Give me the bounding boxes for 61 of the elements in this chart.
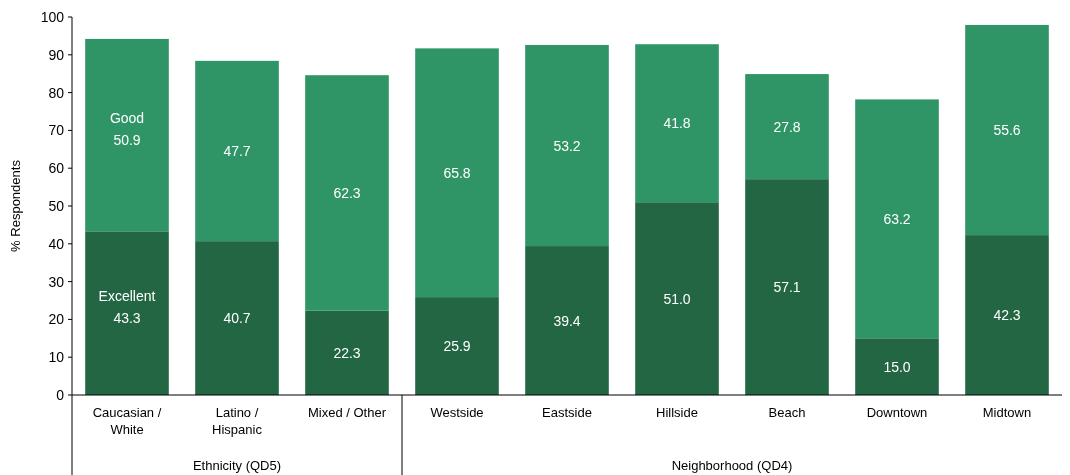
data-label: 53.2	[553, 137, 581, 154]
bar	[305, 310, 389, 395]
data-label: 62.3	[333, 184, 361, 201]
y-tick-label: 100	[40, 9, 65, 25]
data-label: 40.7	[223, 310, 251, 327]
y-tick-label: 20	[48, 311, 65, 328]
data-label: 22.3	[333, 344, 361, 361]
data-label: 27.8	[773, 118, 801, 135]
bar	[415, 297, 499, 395]
data-label: 55.6	[993, 122, 1021, 139]
bar	[745, 74, 829, 180]
bar	[965, 24, 1049, 236]
data-label: 39.4	[553, 312, 581, 329]
bar	[855, 338, 939, 395]
x-tick-label: Downtown	[866, 405, 928, 420]
data-label: 41.8	[663, 115, 691, 132]
bar	[195, 241, 279, 395]
text: Ethnicity (QD5)	[192, 458, 282, 473]
data-label: 63.2	[883, 210, 911, 227]
bar	[525, 246, 609, 395]
y-tick-label: 70	[48, 122, 65, 139]
bar	[965, 235, 1049, 395]
x-tick-label: Eastside	[542, 405, 592, 420]
bar	[415, 48, 499, 298]
bar	[305, 75, 389, 311]
bar	[635, 44, 719, 203]
series-label: Good	[109, 110, 145, 127]
x-tick-label: Caucasian / White	[92, 405, 162, 437]
data-label: 43.3	[113, 310, 141, 327]
x-tick-label: Westside	[430, 405, 484, 420]
bar	[745, 179, 829, 395]
text: Neighborhood (QD4)	[671, 458, 793, 473]
x-tick-label: Hillside	[656, 405, 698, 420]
y-axis-title: % Respondents	[8, 159, 23, 252]
y-tick-label: 50	[48, 198, 65, 214]
y-tick-label: 90	[48, 46, 65, 63]
x-tick-label: Beach	[768, 405, 806, 420]
bar	[525, 44, 609, 247]
data-label: 25.9	[443, 338, 471, 355]
bar	[635, 202, 719, 395]
y-tick-label: 0	[56, 387, 65, 403]
bar	[855, 99, 939, 339]
data-label: 47.7	[223, 143, 251, 159]
bar	[195, 60, 279, 242]
x-tick-label: Midtown	[982, 405, 1032, 420]
data-label: 51.0	[663, 290, 691, 307]
y-tick-label: 30	[48, 273, 65, 290]
y-tick-label: 10	[48, 349, 65, 366]
data-label: 50.9	[113, 132, 141, 149]
x-tick-label: Mixed / Other	[307, 405, 387, 420]
y-tick-label: 40	[48, 235, 65, 252]
y-tick-label: 80	[48, 84, 65, 101]
x-tick-label: Latino / Hispanic	[212, 405, 263, 437]
data-label: 57.1	[773, 279, 801, 296]
series-label: Excellent	[98, 288, 156, 305]
data-label: 15.0	[883, 358, 911, 375]
y-tick-label: 60	[48, 160, 65, 177]
bar	[85, 231, 169, 395]
data-label: 42.3	[993, 307, 1021, 324]
data-label: 65.8	[443, 164, 471, 181]
bar	[85, 38, 169, 232]
